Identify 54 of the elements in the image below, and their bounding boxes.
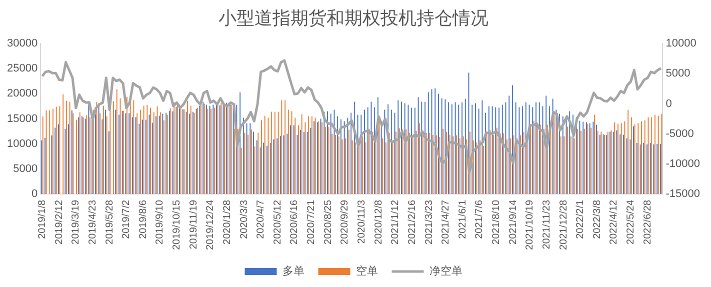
y-tick-label: 10000 [6,138,38,150]
y-tick-label: 20000 [6,88,38,100]
x-tick-label: 2020/11/3 [356,200,368,244]
x-tick-label: 2021/8/10 [491,200,502,244]
x-tick-label: 2022/5/24 [626,200,637,244]
x-tick-label: 2021/4/27 [440,200,452,244]
x-tick-label: 2021/10/19 [524,200,536,250]
x-tick-label: 2019/12/24 [205,200,216,250]
x-tick-label: 2019/1/8 [37,200,48,239]
x-tick-label: 2019/2/12 [54,200,65,244]
legend-label: 多单 [282,264,304,278]
x-tick-label: 2021/11/23 [541,200,552,250]
x-tick-label: 2019/9/10 [154,200,166,244]
x-tick-label: 2020/3/3 [238,200,250,239]
y-tick-label: 25000 [6,62,38,75]
y2-tick-label: -5000 [666,128,694,140]
x-tick-label: 2020/6/16 [289,200,300,244]
x-tick-label: 2020/7/21 [306,200,318,244]
y2-tick-label: 0 [666,98,672,110]
x-tick-label: 2021/7/6 [474,200,486,239]
x-tick-label: 2020/8/25 [322,200,334,244]
x-tick-label: 2022/2/1 [575,200,586,239]
x-tick-label: 2019/3/19 [70,200,82,244]
x-tick-label: 2020/12/8 [373,200,384,244]
y2-tick-label: -15000 [666,188,700,200]
legend-label: 净空单 [429,264,462,278]
x-tick-label: 2021/12/28 [558,200,570,250]
x-tick-label: 2021/1/12 [390,200,402,244]
x-tick-label: 2019/4/23 [87,200,98,244]
x-tick-label: 2021/2/16 [406,200,418,244]
x-tick-label: 2019/10/15 [172,200,183,250]
y-tick-label: 30000 [6,38,38,50]
x-tick-label: 2022/6/28 [642,200,654,244]
x-tick-label: 2019/5/28 [104,200,116,244]
y2-tick-label: 5000 [666,68,690,80]
y2-tick-label: -10000 [666,158,700,170]
y-tick-label: 0 [31,188,38,200]
chart-title: 小型道指期货和期权投机持仓情况 [218,8,488,28]
y-tick-label: 5000 [13,162,38,175]
x-tick-label: 2020/4/7 [256,200,267,239]
x-tick-label: 2019/11/19 [188,200,200,250]
x-tick-label: 2020/9/29 [340,200,351,244]
y-tick-label: 15000 [6,112,38,125]
x-tick-label: 2021/6/1 [457,200,468,239]
x-tick-label: 2020/5/12 [272,200,284,244]
x-tick-label: 2021/9/14 [508,200,519,244]
x-tick-label: 2022/4/12 [608,200,620,244]
legend-label: 空单 [356,264,378,278]
x-tick-label: 2020/1/28 [222,200,233,244]
x-tick-label: 2022/3/8 [592,200,603,239]
x-tick-label: 2019/7/2 [121,200,132,239]
x-tick-label: 2019/8/6 [138,200,149,239]
y2-tick-label: 10000 [666,38,696,50]
x-tick-label: 2021/3/23 [424,200,435,244]
